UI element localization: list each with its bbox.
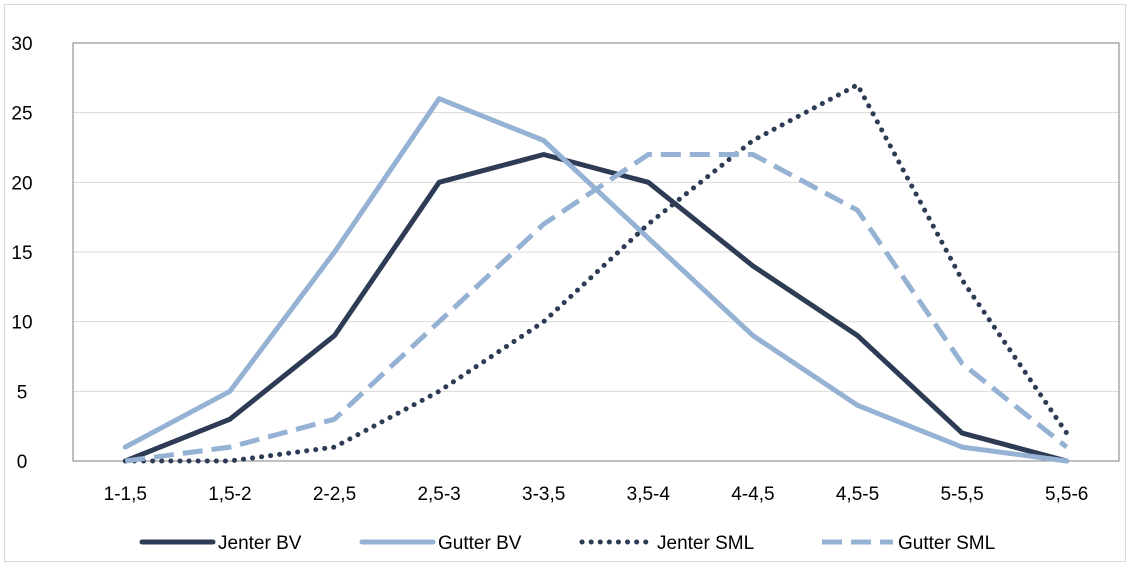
legend-label: Gutter SML: [898, 533, 995, 554]
legend-label: Jenter BV: [218, 533, 302, 554]
y-tick-label: 0: [17, 452, 28, 473]
x-tick-label: 2,5-3: [417, 484, 460, 505]
x-tick-label: 4-4,5: [731, 484, 774, 505]
series-line-gutter-sml: [124, 152, 1069, 464]
series-line-jenter-sml: [122, 82, 1070, 464]
x-axis: 1-1,5 1,5-2 2-2,5 2,5-3 3-3,5 3,5-4 4-4,5 4,5-5…: [73, 460, 1119, 505]
legend-label: Jenter SML: [657, 533, 754, 554]
series-line-gutter-bv: [122, 96, 1070, 464]
y-tick-label: 20: [11, 173, 32, 194]
legend-label: Gutter BV: [438, 533, 522, 554]
series-lines: [122, 82, 1070, 464]
y-tick-label: 30: [11, 34, 32, 55]
legend: Jenter BV Gutter BV Jenter SML Gutter SML: [139, 533, 995, 554]
x-tick-label: 1-1,5: [104, 484, 147, 505]
y-tick-label: 15: [11, 243, 32, 264]
chart-frame: [4, 4, 1126, 562]
x-tick-label: 3,5-4: [627, 484, 671, 505]
y-tick-label: 25: [11, 104, 32, 125]
y-tick-label: 10: [11, 313, 32, 334]
y-axis: 0 5 10 15 20 25 30: [11, 34, 32, 473]
y-tick-label: 5: [17, 382, 28, 403]
x-tick-label: 5,5-6: [1045, 484, 1088, 505]
gridlines: [73, 42, 1119, 392]
series-line-jenter-bv: [122, 152, 1070, 464]
x-tick-label: 1,5-2: [208, 484, 251, 505]
x-tick-label: 3-3,5: [522, 484, 565, 505]
x-tick-label: 4,5-5: [836, 484, 879, 505]
x-tick-label: 5-5,5: [940, 484, 983, 505]
x-tick-label: 2-2,5: [313, 484, 356, 505]
